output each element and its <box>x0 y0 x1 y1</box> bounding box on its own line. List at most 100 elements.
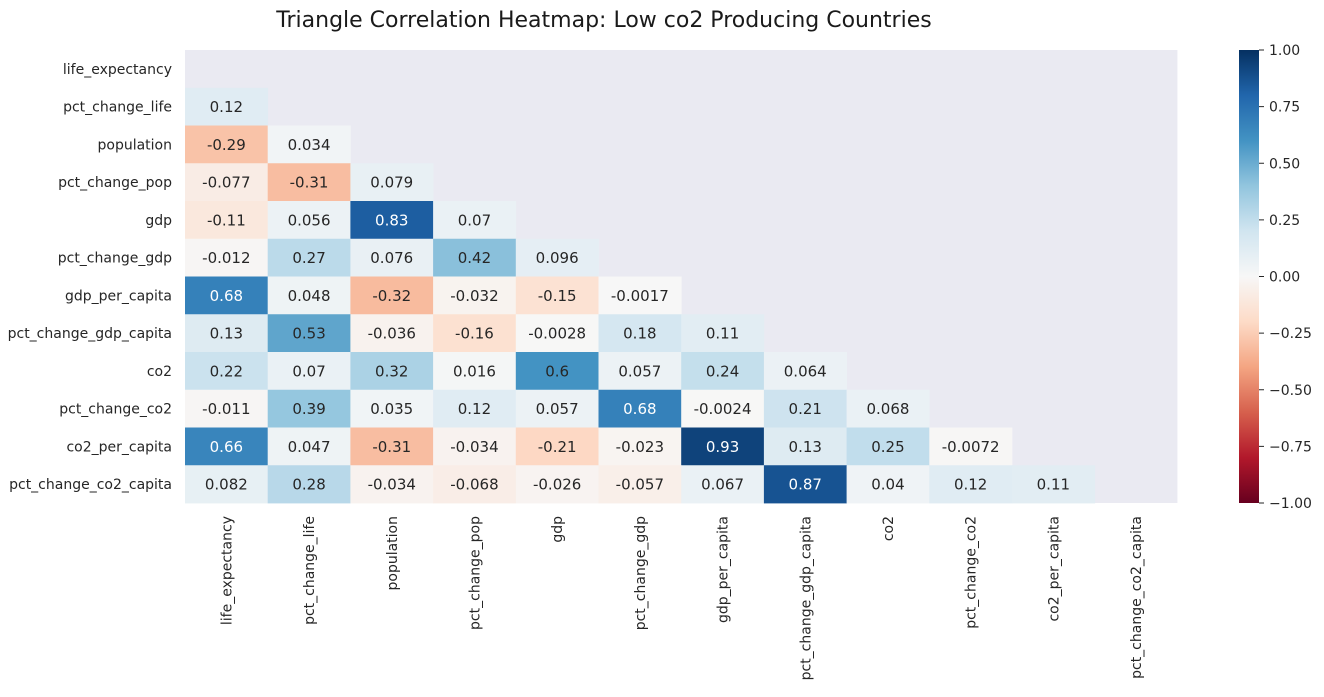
cell-value-label: 0.016 <box>453 362 496 380</box>
y-tick-label: pct_change_co2 <box>59 402 172 418</box>
heatmap-cell <box>846 427 930 466</box>
cell-value-label: -0.057 <box>616 476 664 494</box>
heatmap-cell <box>267 125 351 164</box>
heatmap-cell <box>267 201 351 240</box>
heatmap-cell <box>267 314 351 353</box>
heatmap-cell <box>763 465 847 504</box>
cell-value-label: -0.0028 <box>528 325 586 343</box>
heatmap-cell <box>185 276 269 315</box>
heatmap-cell <box>763 352 847 391</box>
x-tick-label: co2_per_capita <box>1046 516 1062 622</box>
x-tick-label: pct_change_pop <box>467 516 483 630</box>
x-tick-label: gdp_per_capita <box>716 516 732 623</box>
cell-value-label: -0.0072 <box>942 438 1000 456</box>
heatmap-cell <box>763 427 847 466</box>
cell-value-label: 0.13 <box>210 325 243 343</box>
y-tick-label: pct_change_pop <box>58 175 172 191</box>
y-tick-label: population <box>98 137 173 153</box>
cell-value-label: -0.15 <box>538 287 577 305</box>
cell-value-label: -0.023 <box>616 438 664 456</box>
heatmap-cell <box>185 201 269 240</box>
cell-value-label: 0.21 <box>789 400 822 418</box>
x-tick-label: gdp <box>550 516 566 543</box>
heatmap-cell <box>681 465 765 504</box>
plot-area: 0.12 -0.29 0.034 -0.077 -0.31 0.079 -0.11 0.056… <box>185 50 1178 504</box>
cell-value-label: -0.068 <box>450 476 498 494</box>
cell-value-label: 0.25 <box>871 438 904 456</box>
heatmap-cell <box>929 465 1013 504</box>
x-tick-label: population <box>385 516 401 591</box>
cell-value-label: 0.27 <box>292 249 325 267</box>
heatmap-cell <box>350 276 434 315</box>
heatmap-cell <box>350 163 434 202</box>
heatmap-cell <box>681 314 765 353</box>
heatmap-cell <box>598 389 682 428</box>
heatmap-cell <box>846 465 930 504</box>
heatmap-cell <box>433 389 517 428</box>
heatmap-cell <box>515 465 599 504</box>
cell-value-label: 0.12 <box>210 98 243 116</box>
heatmap-cell <box>598 352 682 391</box>
cell-value-label: 0.83 <box>375 211 408 229</box>
heatmap-cell <box>185 87 269 126</box>
cell-value-label: -0.0017 <box>611 287 669 305</box>
heatmap-cell <box>515 238 599 277</box>
y-tick-label: gdp <box>145 213 172 229</box>
cell-value-label: 0.68 <box>210 287 243 305</box>
cell-value-label: 0.064 <box>784 362 827 380</box>
cell-value-label: -0.077 <box>202 174 250 192</box>
x-tick-label: pct_change_gdp_capita <box>798 516 814 680</box>
heatmap-cell <box>267 163 351 202</box>
heatmap-cell <box>515 314 599 353</box>
cell-value-label: 0.42 <box>458 249 491 267</box>
heatmap-cell <box>267 276 351 315</box>
y-tick-label: pct_change_gdp_capita <box>8 326 172 342</box>
heatmap-cell <box>185 389 269 428</box>
cell-value-label: 0.079 <box>370 174 413 192</box>
heatmap-cell <box>267 238 351 277</box>
heatmap-cell <box>433 465 517 504</box>
heatmap-cell <box>350 465 434 504</box>
heatmap-cell <box>763 389 847 428</box>
heatmap-cell <box>929 427 1013 466</box>
heatmap-cell <box>350 314 434 353</box>
heatmap-cell <box>433 314 517 353</box>
cell-value-label: -0.31 <box>372 438 411 456</box>
heatmap-cell <box>598 276 682 315</box>
cell-value-label: -0.036 <box>368 325 416 343</box>
cell-value-label: 0.057 <box>618 362 661 380</box>
y-tick-label: co2_per_capita <box>66 439 172 455</box>
y-tick-label: co2 <box>147 364 172 380</box>
cell-value-label: -0.31 <box>290 174 329 192</box>
cell-value-label: 0.28 <box>292 476 325 494</box>
cell-value-label: 0.68 <box>623 400 656 418</box>
heatmap-cell <box>267 352 351 391</box>
cell-value-label: 0.096 <box>536 249 579 267</box>
cell-value-label: 0.87 <box>789 476 822 494</box>
y-tick-label: life_expectancy <box>63 62 172 78</box>
heatmap-cell <box>267 389 351 428</box>
cell-value-label: 0.07 <box>292 362 325 380</box>
cell-value-label: 0.93 <box>706 438 739 456</box>
y-tick-label: gdp_per_capita <box>65 288 172 304</box>
cell-value-label: 0.53 <box>292 325 325 343</box>
heatmap-cell <box>598 465 682 504</box>
cell-value-label: 0.047 <box>288 438 331 456</box>
y-axis-labels: life_expectancy pct_change_life population… <box>8 62 173 493</box>
heatmap-cell <box>185 352 269 391</box>
x-tick-label: co2 <box>881 516 897 541</box>
cell-value-label: 0.048 <box>288 287 331 305</box>
heatmap-cell <box>350 352 434 391</box>
heatmap-cell <box>433 276 517 315</box>
heatmap-cell <box>515 389 599 428</box>
heatmap-cell <box>598 314 682 353</box>
heatmap-cell <box>846 389 930 428</box>
colorbar-tick-label: 0.00 <box>1269 270 1300 286</box>
heatmap-cell <box>681 352 765 391</box>
chart-title: Triangle Correlation Heatmap: Low co2 Pr… <box>275 8 931 33</box>
cell-value-label: -0.16 <box>455 325 494 343</box>
cell-value-label: 0.076 <box>370 249 413 267</box>
heatmap-cell <box>433 427 517 466</box>
x-tick-label: pct_change_gdp <box>633 516 649 630</box>
